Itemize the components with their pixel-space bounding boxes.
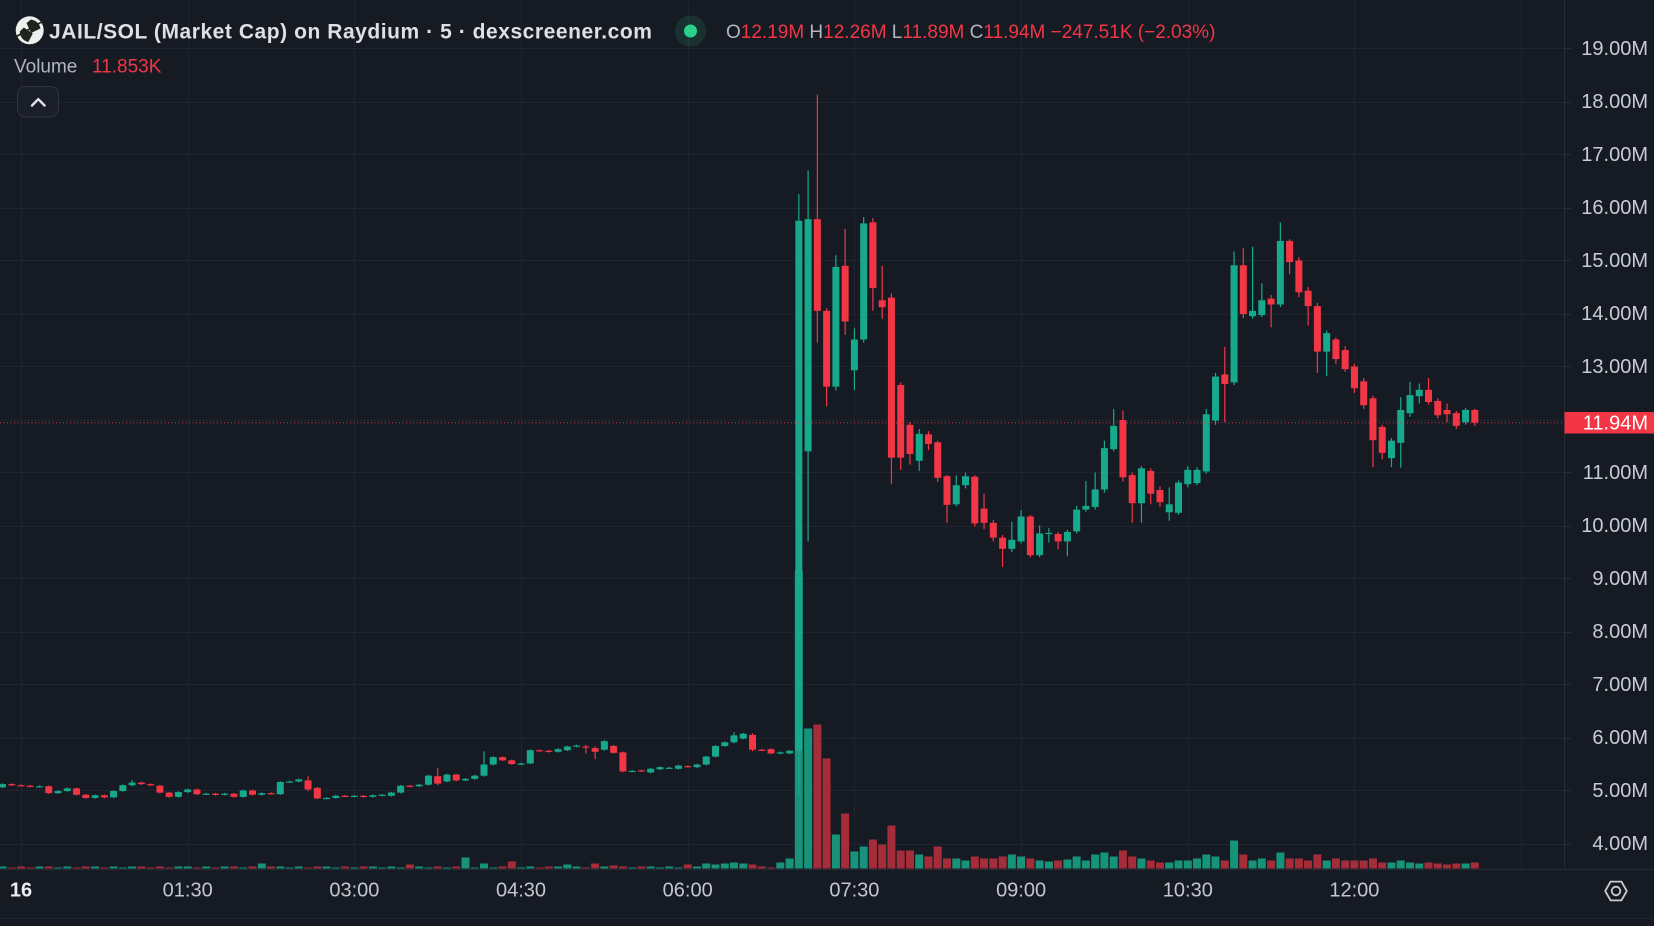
svg-text:8.00M: 8.00M <box>1592 621 1648 643</box>
svg-text:07:30: 07:30 <box>829 880 879 902</box>
svg-text:13.00M: 13.00M <box>1581 356 1648 378</box>
svg-text:7.00M: 7.00M <box>1592 674 1648 696</box>
svg-text:12:00: 12:00 <box>1329 880 1379 902</box>
svg-text:11.94M: 11.94M <box>1583 412 1648 434</box>
svg-text:04:30: 04:30 <box>496 880 546 902</box>
svg-text:09:00: 09:00 <box>996 880 1046 902</box>
svg-text:06:00: 06:00 <box>663 880 713 902</box>
svg-text:10:30: 10:30 <box>1163 880 1213 902</box>
svg-text:19.00M: 19.00M <box>1581 38 1648 60</box>
svg-text:9.00M: 9.00M <box>1592 568 1648 590</box>
svg-text:18.00M: 18.00M <box>1581 91 1648 113</box>
svg-text:14.00M: 14.00M <box>1581 303 1648 325</box>
svg-text:15.00M: 15.00M <box>1581 250 1648 272</box>
svg-text:03:00: 03:00 <box>329 880 379 902</box>
svg-text:4.00M: 4.00M <box>1592 833 1648 855</box>
svg-text:11.00M: 11.00M <box>1583 462 1648 484</box>
svg-text:17.00M: 17.00M <box>1581 144 1648 166</box>
svg-text:6.00M: 6.00M <box>1592 727 1648 749</box>
svg-text:16.00M: 16.00M <box>1581 197 1648 219</box>
svg-text:16: 16 <box>10 880 32 902</box>
svg-text:10.00M: 10.00M <box>1581 515 1648 537</box>
svg-text:11.853K: 11.853K <box>92 57 162 78</box>
svg-text:01:30: 01:30 <box>163 880 213 902</box>
svg-text:O12.19M H12.26M L11.89M C11.94: O12.19M H12.26M L11.89M C11.94M −247.51K… <box>726 22 1215 43</box>
svg-text:5.00M: 5.00M <box>1592 780 1648 802</box>
svg-text:JAIL/SOL (Market Cap) on Raydi: JAIL/SOL (Market Cap) on Raydium · 5 · d… <box>49 21 652 44</box>
svg-text:Volume: Volume <box>14 57 77 78</box>
